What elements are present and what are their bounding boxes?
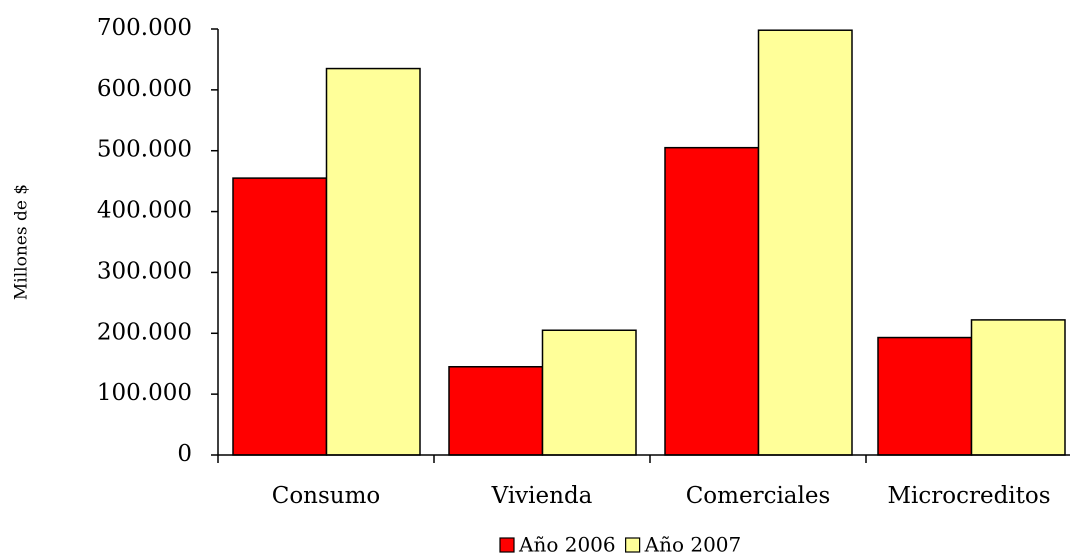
y-tick-label: 0 (177, 441, 192, 467)
y-tick-label: 300.000 (97, 258, 192, 284)
bar (448, 366, 544, 456)
bar (664, 146, 760, 456)
x-tick-label: Comerciales (686, 483, 831, 509)
bar (757, 29, 853, 456)
y-tick-label: 600.000 (97, 76, 192, 102)
legend-swatch (625, 537, 641, 553)
bar (970, 319, 1066, 456)
bar (325, 67, 421, 456)
x-tick-label: Microcreditos (887, 483, 1050, 509)
y-tick-label: 400.000 (97, 198, 192, 224)
bar (541, 329, 637, 456)
y-tick-label: 700.000 (97, 15, 192, 41)
legend-label: Año 2007 (644, 533, 742, 557)
legend-label: Año 2006 (518, 533, 616, 557)
legend-swatch (499, 537, 515, 553)
y-axis-label: Millones de $ (12, 184, 32, 300)
y-tick-label: 100.000 (97, 380, 192, 406)
y-tick-label: 200.000 (97, 319, 192, 345)
x-tick-label: Consumo (272, 483, 381, 509)
bar (232, 177, 328, 456)
y-tick-label: 500.000 (97, 137, 192, 163)
x-tick-label: Vivienda (491, 483, 593, 509)
bar (877, 336, 973, 456)
